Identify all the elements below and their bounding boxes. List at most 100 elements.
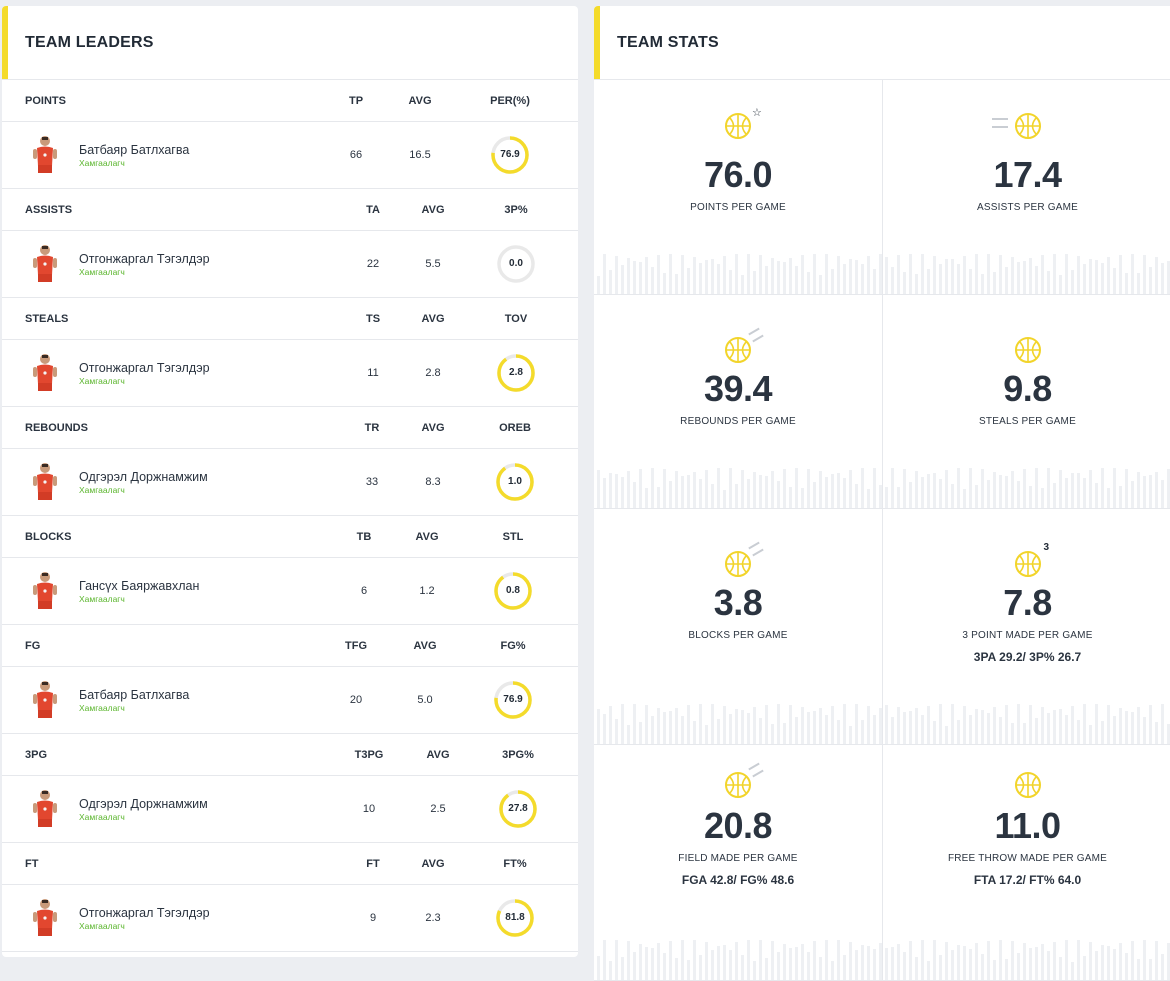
leader-player-row[interactable]: Одгэрэл Доржнамжим Хамгаалагч 33 8.3 1.0 xyxy=(2,449,578,516)
stat-total-value: 33 xyxy=(365,476,379,488)
category-header-row: BLOCKS TB AVG STL xyxy=(2,516,578,558)
leader-player-row[interactable]: Батбаяр Батлхагва Хамгаалагч 20 5.0 76.9 xyxy=(2,667,578,734)
player-position: Хамгаалагч xyxy=(79,812,125,822)
basketball-motion-icon xyxy=(724,541,764,578)
stat-label: REBOUNDS PER GAME xyxy=(680,416,796,427)
basketball-icon xyxy=(1014,771,1042,799)
stat-value: 20.8 xyxy=(703,805,773,846)
category-header-row: FG TFG AVG FG% xyxy=(2,625,578,667)
category-header-row: POINTS TP AVG PER(%) xyxy=(2,80,578,122)
stat-pct-value: 0.8 xyxy=(506,585,520,596)
stat-label: ASSISTS PER GAME xyxy=(976,202,1078,213)
decorative-bars xyxy=(882,462,1170,508)
stat-label: STEALS PER GAME xyxy=(979,416,1076,427)
player-name[interactable]: Одгэрэл Доржнамжим xyxy=(79,470,208,484)
category-name: STEALS xyxy=(25,312,69,325)
column-header-total: FT xyxy=(366,857,380,870)
player-name[interactable]: Батбаяр Батлхагва xyxy=(79,688,190,702)
decorative-bars xyxy=(594,698,882,744)
team-leaders-title: TEAM LEADERS xyxy=(25,33,154,51)
stat-total-value: 11 xyxy=(367,367,379,379)
player-name[interactable]: Одгэрэл Доржнамжим xyxy=(79,797,208,811)
stat-card: 20.8 FIELD MADE PER GAME FGA 42.8/ FG% 4… xyxy=(594,744,883,981)
stat-pct-value: 2.8 xyxy=(509,367,523,378)
player-position: Хамгаалагч xyxy=(79,376,125,386)
column-header-total: TFG xyxy=(345,639,367,652)
column-header-pct: 3P% xyxy=(504,203,528,216)
player-avatar[interactable] xyxy=(30,570,60,612)
column-header-avg: AVG xyxy=(421,421,445,434)
leader-player-row[interactable]: Одгэрэл Доржнамжим Хамгаалагч 10 2.5 27.… xyxy=(2,776,578,843)
stat-card: 3.8 BLOCKS PER GAME xyxy=(594,508,883,745)
stat-total-value: 10 xyxy=(362,803,376,815)
stat-avg-value: 2.8 xyxy=(425,367,441,379)
team-leaders-header: TEAM LEADERS xyxy=(2,6,578,80)
leader-player-row[interactable]: Гансүх Баяржавхлан Хамгаалагч 6 1.2 0.8 xyxy=(2,558,578,625)
category-name: FT xyxy=(25,857,39,870)
column-header-avg: AVG xyxy=(408,94,432,107)
column-header-avg: AVG xyxy=(421,857,445,870)
column-header-total: TB xyxy=(356,530,372,543)
player-name[interactable]: Отгонжаргал Тэгэлдэр xyxy=(79,252,210,266)
column-header-pct: OREB xyxy=(499,421,531,434)
decorative-bars xyxy=(882,698,1170,744)
column-header-total: TA xyxy=(366,203,380,216)
leader-player-row[interactable]: Батбаяр Батлхагва Хамгаалагч 66 16.5 76.… xyxy=(2,122,578,189)
column-header-pct: PER(%) xyxy=(490,94,530,107)
player-avatar[interactable] xyxy=(30,243,60,285)
player-avatar[interactable] xyxy=(30,352,60,394)
basketball-star-icon: ☆ xyxy=(724,107,762,140)
stat-progress-ring: 76.9 xyxy=(489,134,531,176)
column-header-pct: FG% xyxy=(500,639,526,652)
decorative-bars xyxy=(882,248,1170,294)
player-name[interactable]: Гансүх Баяржавхлан xyxy=(79,579,200,593)
stat-total-value: 66 xyxy=(349,149,363,161)
column-header-total: T3PG xyxy=(354,748,384,761)
leader-player-row[interactable]: Отгонжаргал Тэгэлдэр Хамгаалагч 11 2.8 2… xyxy=(2,340,578,407)
player-position: Хамгаалагч xyxy=(79,921,125,931)
leader-player-row[interactable]: Отгонжаргал Тэгэлдэр Хамгаалагч 9 2.3 81… xyxy=(2,885,578,952)
player-avatar[interactable] xyxy=(30,134,60,176)
player-avatar[interactable] xyxy=(30,679,60,721)
player-avatar[interactable] xyxy=(30,897,60,939)
column-header-avg: AVG xyxy=(421,203,445,216)
category-name: ASSISTS xyxy=(25,203,73,216)
stat-pct-value: 1.0 xyxy=(508,476,522,487)
decorative-bars xyxy=(594,248,882,294)
stat-avg-value: 8.3 xyxy=(425,476,441,488)
stat-value: 11.0 xyxy=(994,805,1061,846)
player-position: Хамгаалагч xyxy=(79,158,125,168)
player-name[interactable]: Отгонжаргал Тэгэлдэр xyxy=(79,361,210,375)
column-header-avg: AVG xyxy=(421,312,445,325)
column-header-pct: TOV xyxy=(504,312,528,325)
stat-value: 76.0 xyxy=(703,154,773,195)
player-position: Хамгаалагч xyxy=(79,267,125,277)
column-header-avg: AVG xyxy=(426,748,450,761)
stat-avg-value: 5.0 xyxy=(417,694,433,706)
category-name: 3PG xyxy=(25,748,48,761)
leader-player-row[interactable]: Отгонжаргал Тэгэлдэр Хамгаалагч 22 5.5 0… xyxy=(2,231,578,298)
team-stats-title: TEAM STATS xyxy=(617,33,719,51)
stat-avg-value: 5.5 xyxy=(425,258,441,270)
stat-pct-value: 0.0 xyxy=(509,258,523,269)
column-header-total: TS xyxy=(365,312,381,325)
stat-label: 3 POINT MADE PER GAME xyxy=(962,630,1093,641)
stat-card: 17.4 ASSISTS PER GAME xyxy=(882,80,1170,295)
player-name[interactable]: Батбаяр Батлхагва xyxy=(79,143,190,157)
column-header-total: TR xyxy=(364,421,380,434)
stat-sub-detail: FTA 17.2/ FT% 64.0 xyxy=(973,873,1082,887)
stat-sub-detail: FGA 42.8/ FG% 48.6 xyxy=(681,873,795,887)
column-header-pct: FT% xyxy=(503,857,527,870)
player-avatar[interactable] xyxy=(30,461,60,503)
category-header-row: REBOUNDS TR AVG OREB xyxy=(2,407,578,449)
stat-pct-value: 76.9 xyxy=(500,149,520,160)
category-header-row: ASSISTS TA AVG 3P% xyxy=(2,189,578,231)
team-leaders-panel: TEAM LEADERS POINTS TP AVG PER(%) Батбая… xyxy=(2,6,578,957)
stat-avg-value: 2.5 xyxy=(430,803,446,815)
stat-progress-ring: 1.0 xyxy=(494,461,536,503)
player-position: Хамгаалагч xyxy=(79,594,125,604)
player-avatar[interactable] xyxy=(30,788,60,830)
category-name: POINTS xyxy=(25,94,66,107)
column-header-total: TP xyxy=(348,94,364,107)
player-name[interactable]: Отгонжаргал Тэгэлдэр xyxy=(79,906,210,920)
